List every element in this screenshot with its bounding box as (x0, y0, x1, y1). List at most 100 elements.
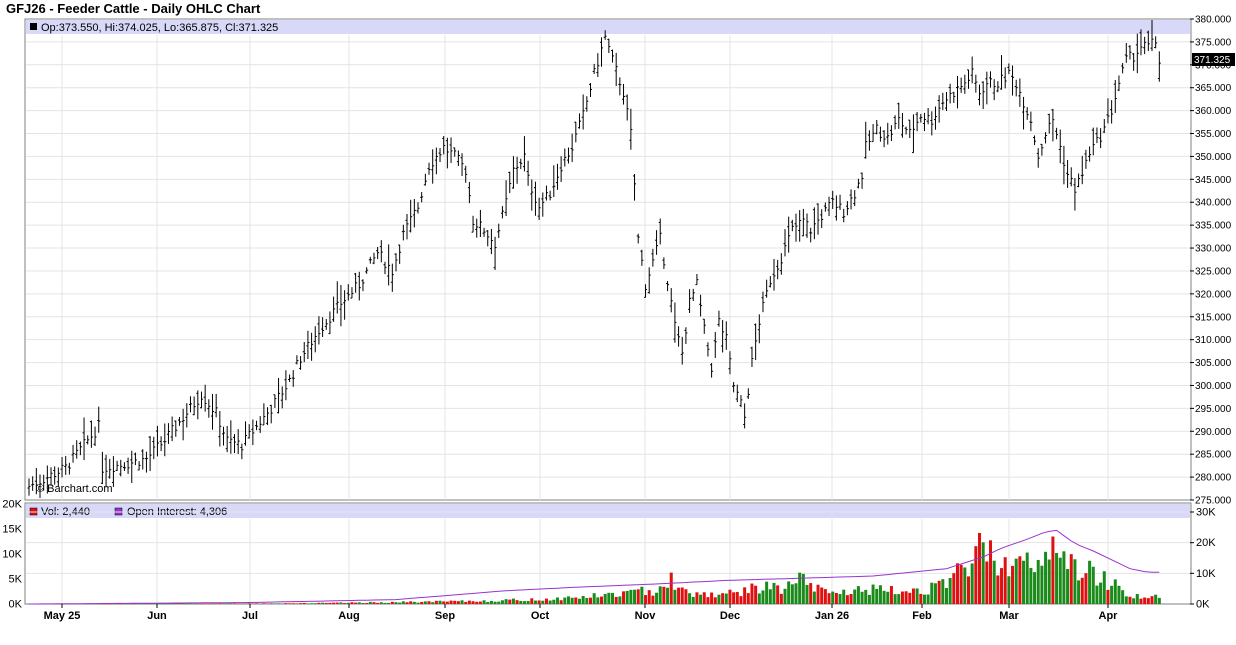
ohlc-bar (1029, 111, 1033, 132)
ohlc-bar (930, 111, 934, 136)
volume-bar (1124, 596, 1128, 604)
ohlc-info: Op:373.550, Hi:374.025, Lo:365.875, Cl:3… (41, 22, 278, 34)
volume-bar (1055, 552, 1059, 604)
ohlc-bar (321, 317, 325, 337)
ohlc-bar (207, 399, 211, 418)
ohlc-bar (210, 393, 214, 430)
volume-bar (845, 595, 849, 604)
volume-bar (871, 584, 875, 604)
ohlc-bar (849, 189, 853, 210)
ohlc-bar (108, 458, 112, 479)
ohlc-bar (831, 190, 835, 209)
x-tick-label: May 25 (44, 610, 81, 622)
ohlc-bar (680, 336, 684, 365)
ohlc-bar (959, 77, 963, 93)
volume-bar (122, 603, 126, 605)
ohlc-bar (577, 113, 581, 129)
ohlc-bar (563, 148, 567, 167)
ohlc-bar (585, 96, 589, 112)
ohlc-bar (262, 403, 266, 426)
ohlc-bar (401, 224, 405, 241)
volume-bar (673, 589, 677, 604)
ohlc-bar (310, 332, 314, 361)
volume-bar (438, 600, 442, 604)
volume-bar (658, 586, 662, 604)
ohlc-bar (1157, 51, 1161, 82)
ohlc-bar (1143, 36, 1147, 55)
price-tick-label: 365.000 (1195, 83, 1232, 94)
ohlc-bar (122, 462, 126, 471)
volume-bar (853, 589, 857, 604)
volume-bar (566, 596, 570, 604)
ohlc-bar (978, 84, 982, 106)
ohlc-bar (159, 436, 163, 452)
ohlc-bar (966, 69, 970, 89)
volume-bar (1025, 552, 1029, 604)
volume-bar (577, 598, 581, 604)
ohlc-bar (688, 289, 692, 314)
volume-bar (989, 540, 993, 604)
ohlc-bar (574, 121, 578, 143)
volume-bar (688, 593, 692, 604)
ohlc-bar (295, 355, 299, 365)
ohlc-bar (798, 210, 802, 242)
ohlc-bar (600, 37, 604, 67)
price-tick-label: 325.000 (1195, 266, 1232, 277)
volume-bar (210, 603, 214, 604)
ohlc-bar (177, 417, 181, 426)
volume-bar (460, 600, 464, 604)
ohlc-bar (787, 216, 791, 253)
ohlc-bar (596, 53, 600, 77)
volume-bar (152, 603, 156, 605)
ohlc-bar (566, 147, 570, 164)
volume-bar (875, 588, 879, 604)
volume-bar (177, 603, 181, 605)
ohlc-bar (981, 81, 985, 110)
x-tick-label: Aug (338, 610, 359, 622)
volume-bar (570, 597, 574, 604)
volume-bar (1058, 557, 1062, 604)
ohlc-bar (900, 112, 904, 138)
price-tick-label: 300.000 (1195, 381, 1232, 392)
x-tick-label: Jun (147, 610, 167, 622)
volume-bar (600, 596, 604, 604)
ohlc-bar (746, 388, 750, 399)
volume-bar (310, 603, 314, 604)
volume-bar (1117, 585, 1121, 604)
ohlc-bar (801, 208, 805, 237)
volume-bar (445, 601, 449, 604)
volume-bar (1018, 556, 1022, 604)
ohlc-bar (64, 456, 68, 475)
volume-bar (284, 603, 288, 604)
ohlc-bar (779, 253, 783, 275)
volume-bar (779, 593, 783, 604)
ohlc-bar (152, 436, 156, 460)
ohlc-bar (339, 285, 343, 327)
volume-bar (493, 601, 497, 604)
ohlc-bar (555, 163, 559, 190)
volume-bar (555, 597, 559, 604)
volume-bar (251, 603, 255, 604)
volume-bar (757, 593, 761, 604)
volume-left-tick-label: 15K (2, 524, 22, 536)
ohlc-bar (361, 279, 365, 292)
volume-bar (533, 600, 537, 604)
ohlc-bar (456, 150, 460, 167)
ohlc-bar (875, 119, 879, 135)
open-interest-line (29, 529, 1160, 605)
price-y-axis: 275.000 280.000 285.000 290.000 295.000 300.0… (1190, 15, 1232, 507)
volume-bar (996, 575, 1000, 604)
volume-bar (886, 591, 890, 604)
ohlc-bar (379, 240, 383, 263)
ohlc-bar (343, 290, 347, 320)
ohlc-bar (922, 112, 926, 132)
ohlc-bar (996, 81, 1000, 93)
volume-bar (464, 601, 468, 604)
volume-bar (801, 573, 805, 604)
ohlc-bar (416, 202, 420, 214)
ohlc-bar (222, 426, 226, 446)
ohlc-bar (541, 192, 545, 217)
ohlc-bar (754, 323, 758, 361)
volume-bar (449, 600, 453, 604)
volume-bar (416, 602, 420, 604)
